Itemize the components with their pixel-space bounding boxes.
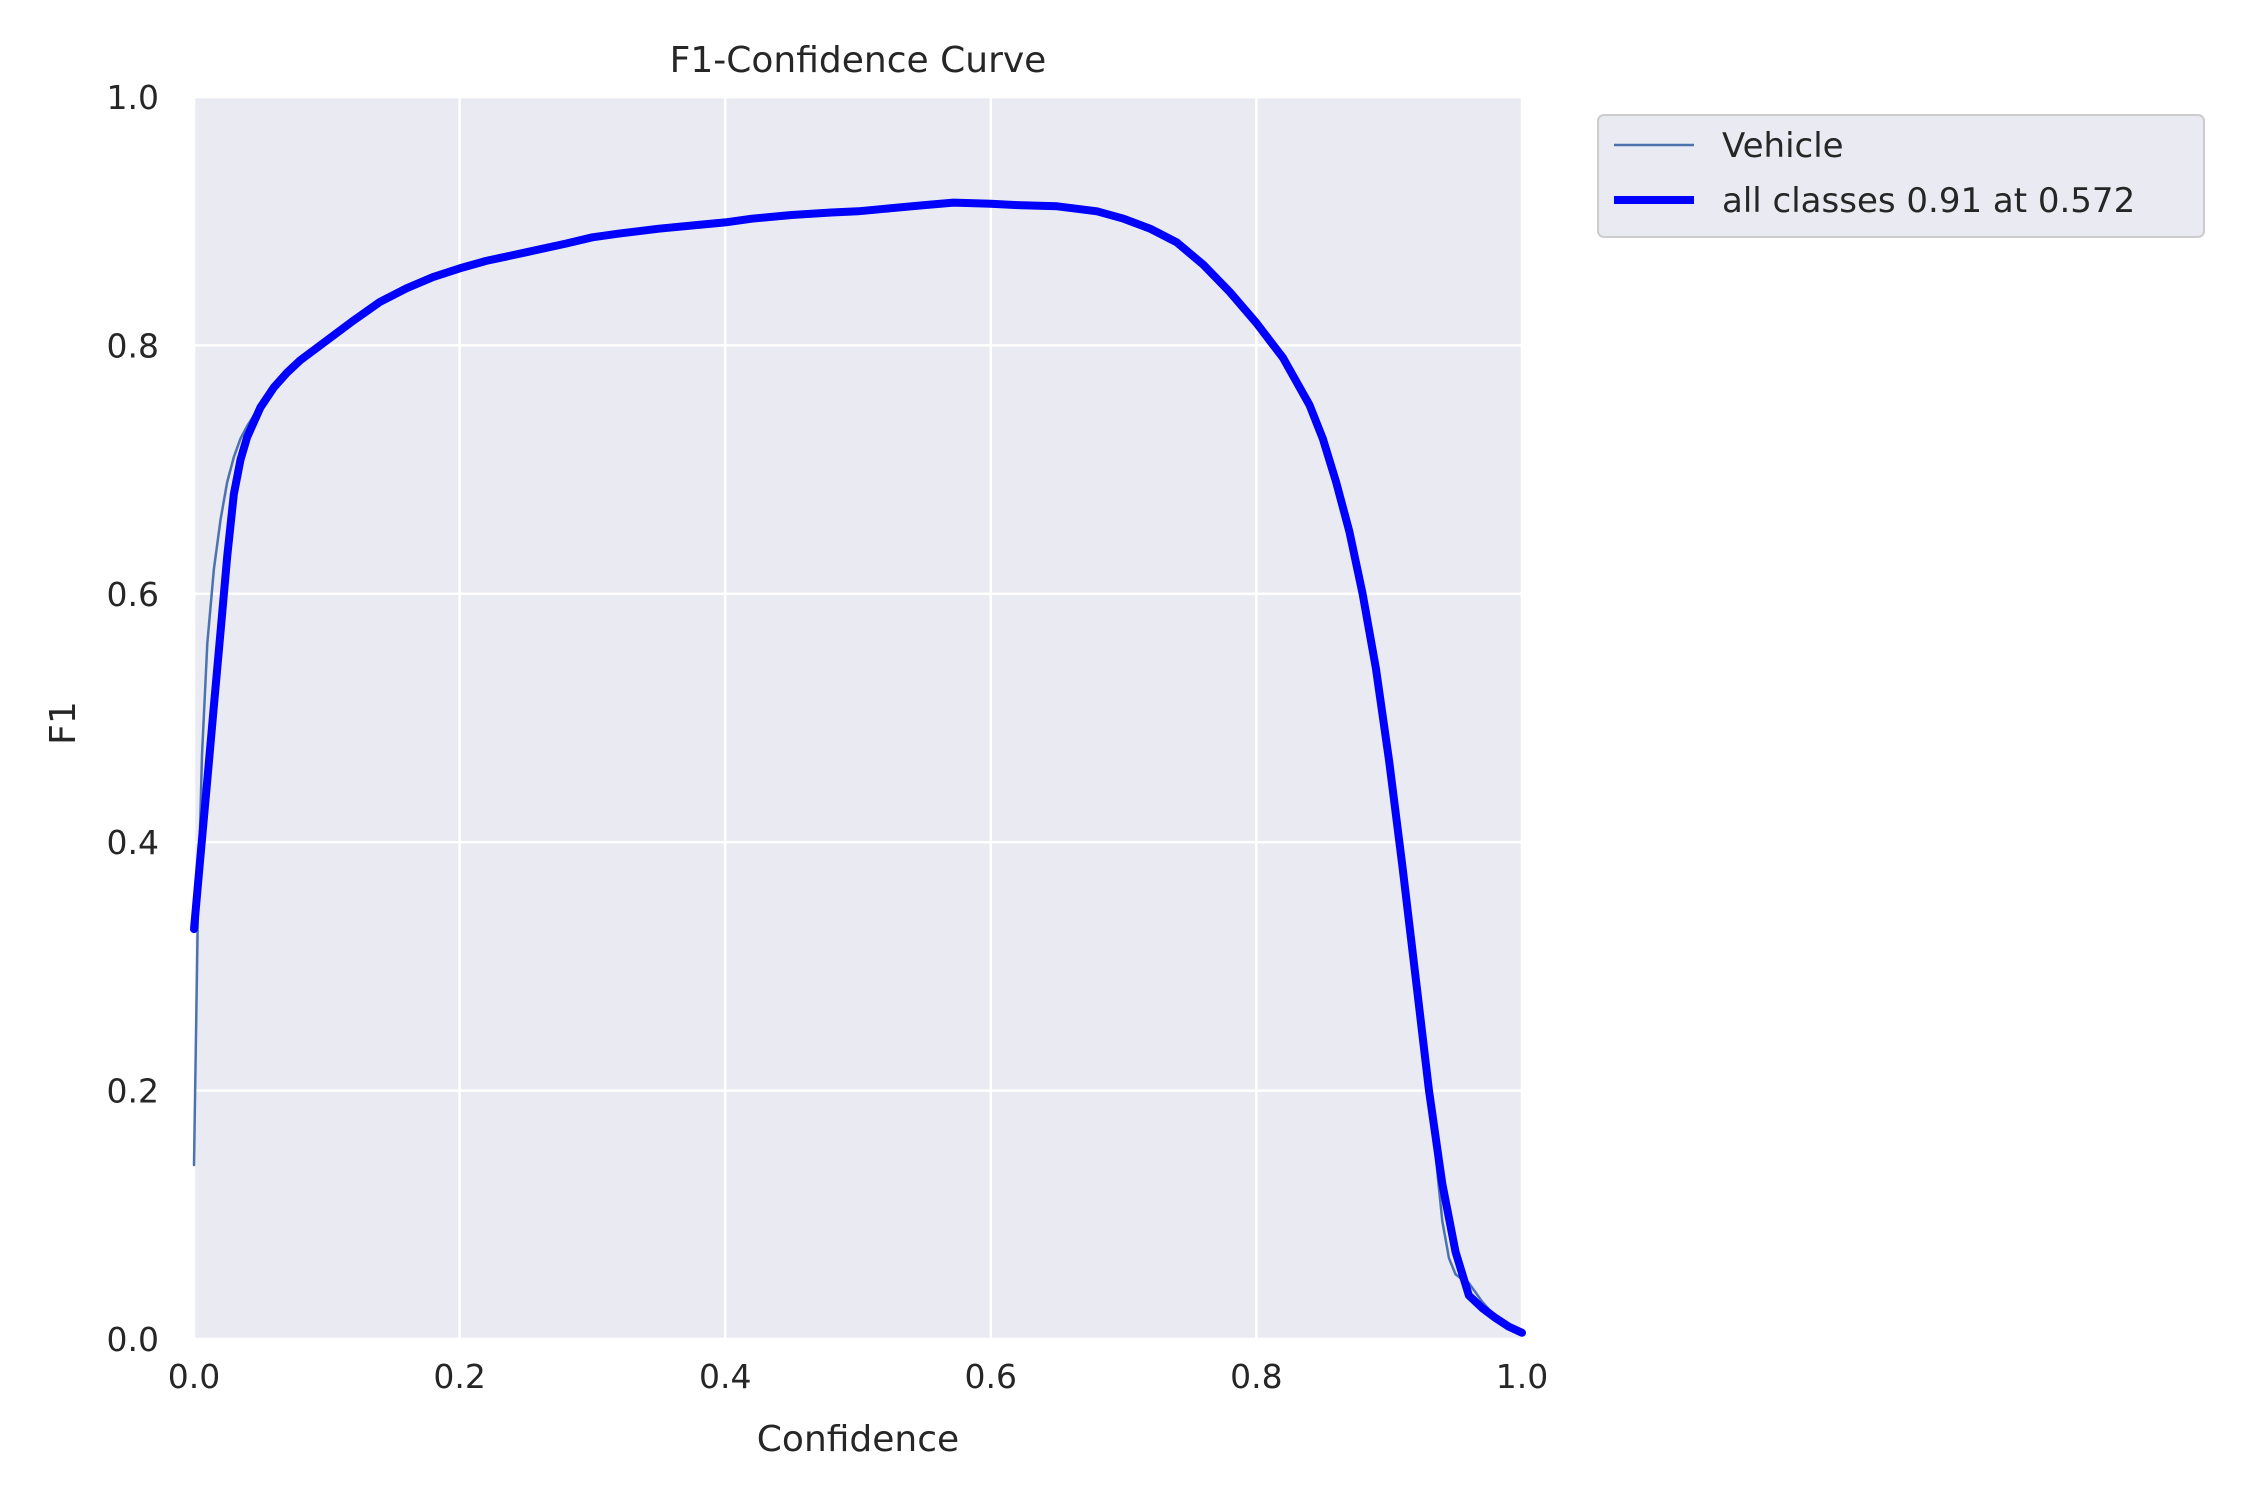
x-tick-label: 0.8 — [1230, 1357, 1282, 1396]
x-axis-label: Confidence — [757, 1419, 959, 1460]
series-layer — [190, 198, 1526, 1337]
y-tick-label: 0.4 — [107, 823, 159, 862]
y-tick-label: 0.0 — [107, 1320, 159, 1359]
plot-background — [194, 97, 1522, 1339]
legend-frame — [1597, 114, 2205, 238]
y-tick-label: 0.6 — [107, 575, 159, 614]
legend: Vehicle all classes 0.91 at 0.572 — [1597, 114, 2205, 238]
series-line-all-classes — [190, 198, 1526, 1337]
y-tick-label: 1.0 — [107, 78, 159, 117]
x-tick-label: 0.0 — [168, 1357, 220, 1396]
x-tick-label: 0.6 — [965, 1357, 1017, 1396]
chart-title: F1-Confidence Curve — [670, 40, 1047, 81]
y-axis-label: F1 — [43, 701, 84, 745]
x-tick-label: 1.0 — [1496, 1357, 1548, 1396]
grid-lines — [192, 95, 1524, 1341]
y-tick-label: 0.8 — [107, 326, 159, 365]
x-tick-labels: 0.0 0.2 0.4 0.6 0.8 1.0 — [168, 1357, 1548, 1396]
legend-label-vehicle: Vehicle — [1722, 126, 1844, 166]
x-tick-label: 0.2 — [433, 1357, 485, 1396]
x-tick-label: 0.4 — [699, 1357, 751, 1396]
y-tick-labels: 0.0 0.2 0.4 0.6 0.8 1.0 — [107, 78, 159, 1359]
y-tick-label: 0.2 — [107, 1072, 159, 1111]
legend-label-all-classes: all classes 0.91 at 0.572 — [1722, 181, 2135, 221]
